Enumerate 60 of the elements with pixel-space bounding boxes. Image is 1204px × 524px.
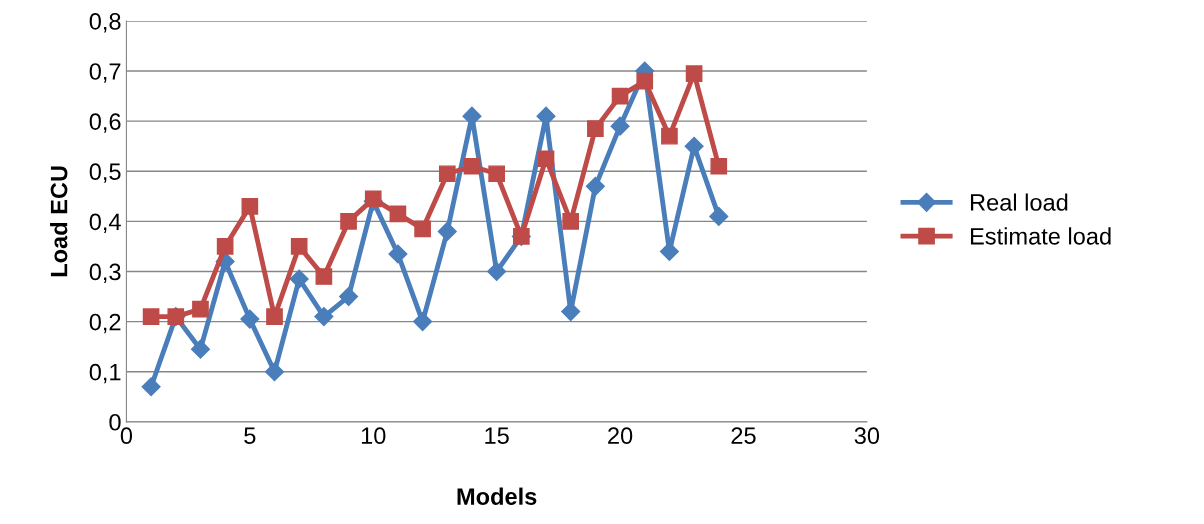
y-axis-title: Load ECU bbox=[50, 166, 68, 277]
legend-label: Estimate load bbox=[970, 227, 1111, 245]
point bbox=[190, 339, 211, 359]
y-tick-label: 0 bbox=[109, 413, 121, 431]
point bbox=[438, 165, 456, 183]
y-tick-label: 0,5 bbox=[89, 163, 121, 183]
point bbox=[290, 238, 308, 255]
point bbox=[315, 268, 333, 285]
point bbox=[141, 377, 161, 397]
point bbox=[364, 190, 382, 208]
point bbox=[587, 120, 604, 138]
point bbox=[561, 302, 581, 322]
x-tick-label: 25 bbox=[731, 427, 756, 445]
point bbox=[710, 157, 728, 175]
y-tick-label: 0,2 bbox=[89, 313, 121, 334]
y-tick-label: 0,4 bbox=[89, 213, 121, 233]
point bbox=[388, 244, 408, 264]
point bbox=[585, 176, 605, 196]
x-tick-label: 0 bbox=[120, 427, 133, 445]
point bbox=[192, 300, 209, 318]
point bbox=[487, 261, 507, 282]
point bbox=[463, 157, 481, 175]
y-tick-label: 0,3 bbox=[89, 263, 121, 284]
y-tick-label: 0,6 bbox=[89, 113, 121, 133]
point bbox=[264, 362, 285, 382]
point bbox=[562, 213, 580, 230]
point bbox=[266, 308, 283, 325]
x-tick-label: 15 bbox=[485, 427, 509, 445]
point bbox=[340, 213, 357, 230]
point bbox=[636, 72, 654, 90]
y-tick-label: 0,1 bbox=[89, 363, 121, 384]
y-tick-label: 0,7 bbox=[89, 63, 121, 83]
x-tick-label: 5 bbox=[244, 427, 256, 445]
point bbox=[611, 87, 629, 105]
point bbox=[389, 205, 407, 223]
point bbox=[537, 150, 555, 168]
point bbox=[709, 206, 729, 226]
point bbox=[289, 269, 309, 289]
point bbox=[488, 165, 505, 183]
point bbox=[240, 309, 260, 329]
x-tick-label: 10 bbox=[361, 427, 386, 445]
point bbox=[216, 238, 234, 255]
point bbox=[142, 308, 160, 325]
point bbox=[685, 65, 703, 82]
legend-label: Real load bbox=[970, 193, 1068, 211]
point bbox=[684, 136, 704, 156]
x-tick-label: 30 bbox=[854, 427, 880, 445]
point bbox=[314, 307, 334, 327]
point bbox=[413, 312, 433, 332]
point bbox=[339, 287, 359, 307]
point bbox=[536, 106, 556, 126]
x-axis-title: Models bbox=[457, 487, 537, 505]
point bbox=[414, 220, 431, 238]
point bbox=[241, 198, 259, 215]
y-tick-label: 0,8 bbox=[89, 13, 121, 33]
point bbox=[661, 127, 678, 145]
point bbox=[610, 116, 630, 136]
point bbox=[462, 106, 482, 126]
x-tick-label: 20 bbox=[608, 427, 633, 445]
point bbox=[437, 221, 457, 241]
